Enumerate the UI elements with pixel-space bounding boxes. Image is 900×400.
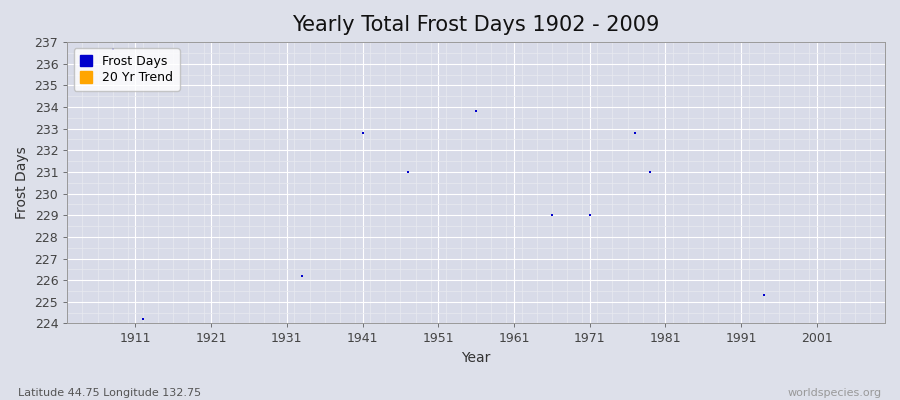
Title: Yearly Total Frost Days 1902 - 2009: Yearly Total Frost Days 1902 - 2009 [292,15,660,35]
Point [295,273,310,279]
Point [105,46,120,52]
Point [582,212,597,218]
Text: Latitude 44.75 Longitude 132.75: Latitude 44.75 Longitude 132.75 [18,388,201,398]
X-axis label: Year: Year [462,351,490,365]
Point [136,316,150,322]
Text: worldspecies.org: worldspecies.org [788,388,882,398]
Legend: Frost Days, 20 Yr Trend: Frost Days, 20 Yr Trend [74,48,180,91]
Point [544,212,559,218]
Point [628,130,643,136]
Point [400,169,415,175]
Point [469,108,483,114]
Point [644,169,658,175]
Y-axis label: Frost Days: Frost Days [15,146,29,219]
Point [356,130,370,136]
Point [757,292,771,298]
